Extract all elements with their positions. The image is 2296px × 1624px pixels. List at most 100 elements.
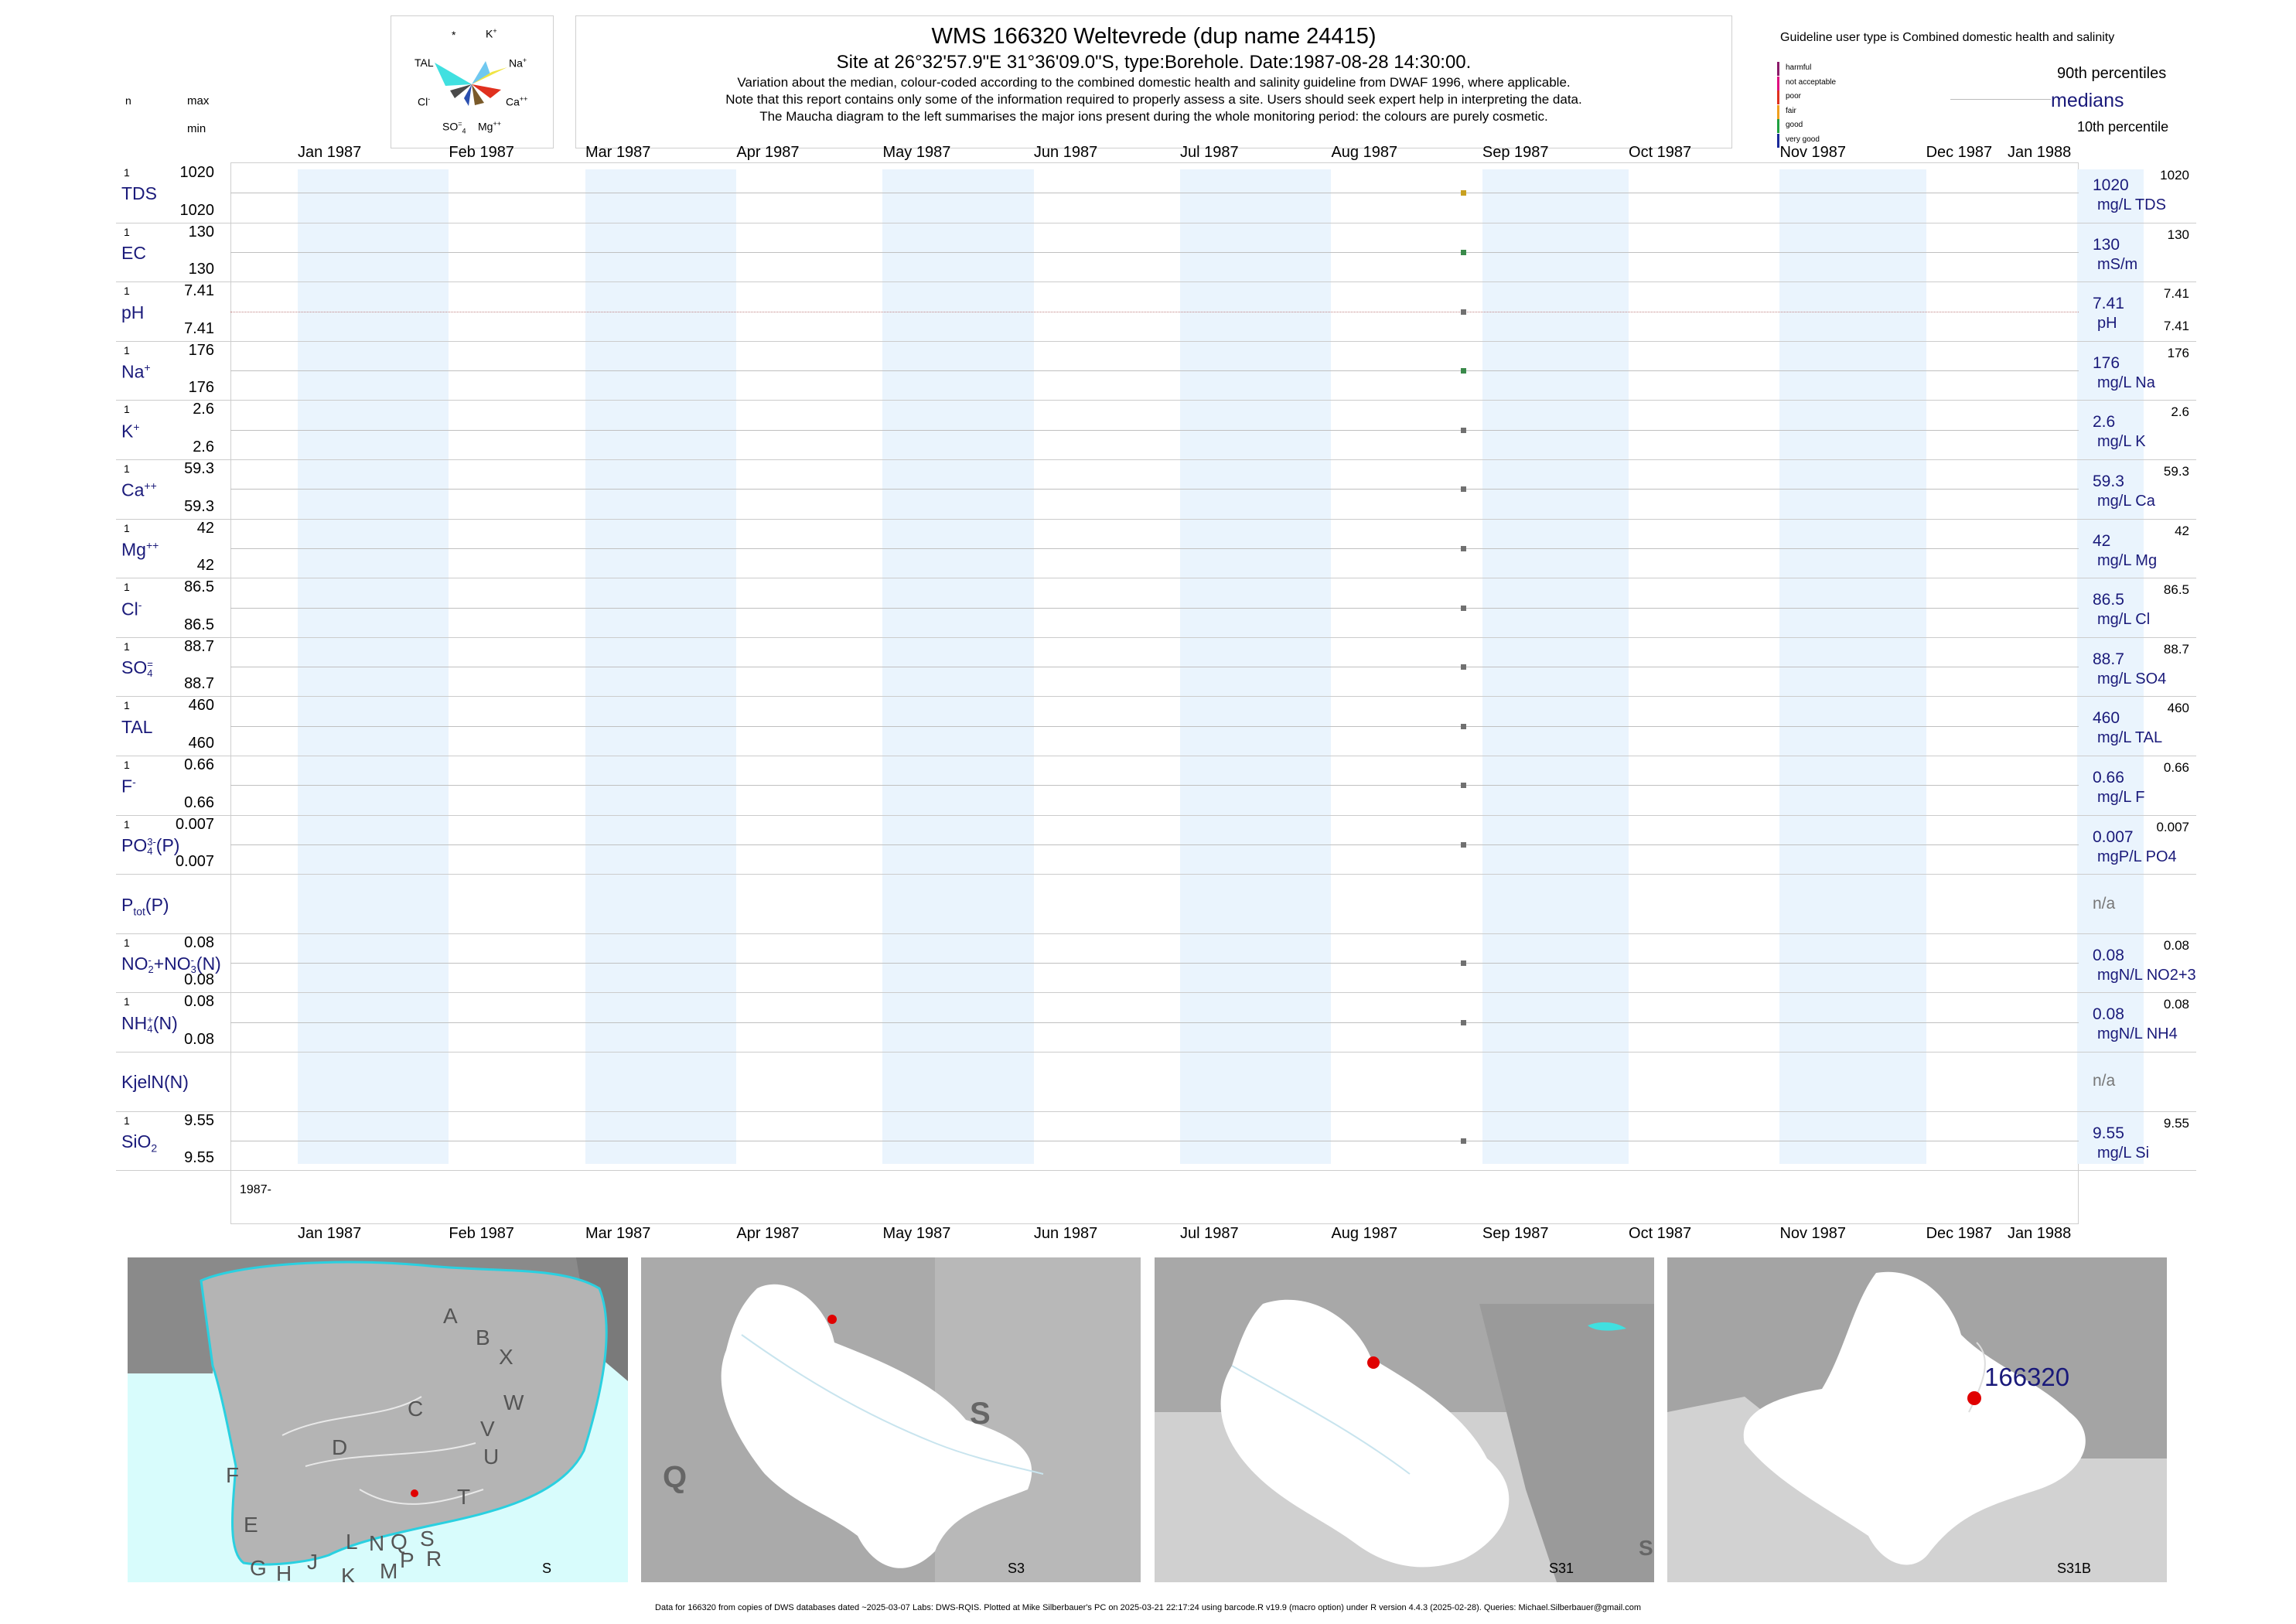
month-label-top: Aug 1987 — [1331, 144, 1398, 161]
right-value-k: 2.6 — [2093, 413, 2116, 432]
right-value-tds: 1020 — [2093, 176, 2129, 194]
right-value-kjeln-n-: n/a — [2093, 1072, 2116, 1090]
right-unit-mg: mg/L Mg — [2097, 551, 2158, 569]
row-n-ph: 1 — [124, 285, 130, 298]
row-max-f: 0.66 — [184, 756, 214, 773]
row-n-ec: 1 — [124, 225, 130, 238]
month-label-top: May 1987 — [882, 144, 951, 161]
sample-point-na — [1460, 368, 1466, 374]
month-label-bottom: Aug 1987 — [1331, 1225, 1398, 1242]
month-label-top: Jan 1987 — [298, 144, 362, 161]
row-separator — [116, 696, 2196, 698]
map-s3-label: S3 — [1008, 1561, 1025, 1576]
right-unit-no: mgN/L NO2+3 — [2097, 966, 2196, 984]
month-label-bottom: Jan 1988 — [2008, 1225, 2072, 1242]
sample-point-ca — [1460, 486, 1466, 493]
map-s-site-dot — [411, 1489, 418, 1497]
maucha-k-segment — [472, 61, 490, 84]
right-unit-f: mg/L F — [2097, 789, 2145, 806]
row-name-mg: Mg++ — [121, 538, 159, 560]
row-max-ca: 59.3 — [184, 460, 214, 477]
map-s31-site-dot — [1367, 1356, 1380, 1369]
legend-swatch — [1777, 104, 1779, 119]
legend-swatch — [1777, 133, 1779, 148]
map-s-region-m: M — [380, 1559, 398, 1582]
map-s-region-v: V — [480, 1417, 495, 1441]
right-value-tal: 460 — [2093, 709, 2120, 728]
row-max-tal: 460 — [188, 697, 214, 715]
row-min-tds: 1020 — [179, 201, 215, 219]
row-name-tds: TDS — [121, 183, 157, 204]
row-separator — [116, 281, 2196, 283]
row-min-k: 2.6 — [193, 438, 214, 455]
month-label-bottom: Feb 1987 — [449, 1225, 514, 1242]
row-n-tds: 1 — [124, 166, 130, 179]
footer: Data for 166320 from copies of DWS datab… — [655, 1603, 1641, 1612]
sample-point-sio — [1460, 1138, 1466, 1144]
row-separator — [116, 459, 2196, 460]
map-s-region-q: Q — [391, 1530, 408, 1554]
month-label-bottom: Mar 1987 — [585, 1225, 651, 1242]
row-min-po: 0.007 — [175, 853, 214, 871]
row-max-po: 0.007 — [175, 815, 214, 833]
row-n-no: 1 — [124, 936, 130, 949]
right-max-po: 0.007 — [2156, 819, 2189, 834]
row-name-p: Ptot(P) — [121, 894, 169, 918]
month-label-bottom: Sep 1987 — [1482, 1225, 1549, 1242]
legend-class-label: not acceptable — [1786, 77, 1837, 87]
right-unit-nh: mgN/L NH4 — [2097, 1025, 2178, 1043]
month-label-bottom: Nov 1987 — [1779, 1225, 1847, 1242]
row-min-so: 88.7 — [184, 675, 214, 693]
right-unit-po: mgP/L PO4 — [2097, 848, 2177, 865]
maucha-label-star: * — [452, 29, 456, 41]
row-name-sio: SiO2 — [121, 1131, 158, 1155]
maucha-label-na: Na+ — [509, 56, 527, 70]
row-name-ph: pH — [121, 302, 145, 322]
right-max-so: 88.7 — [2163, 641, 2189, 657]
site-description: Site at 26°32'57.9"E 31°36'09.0"S, type:… — [836, 52, 1472, 73]
map-s31-svg — [1155, 1257, 1654, 1582]
map-s31-region-s: S — [1639, 1536, 1653, 1560]
month-label-bottom: Jun 1987 — [1033, 1225, 1098, 1242]
row-max-mg: 42 — [196, 519, 214, 537]
map-s-region-r: R — [426, 1547, 442, 1571]
median-line-tal — [230, 725, 2079, 727]
median-line-no — [230, 963, 2079, 964]
row-n-tal: 1 — [124, 699, 130, 712]
map-s-region-w: W — [503, 1390, 524, 1414]
map-s-region-p: P — [400, 1548, 415, 1572]
map-s-region-j: J — [307, 1550, 318, 1574]
map-s-svg — [128, 1257, 628, 1566]
note-3: The Maucha diagram to the left summarise… — [759, 109, 1548, 124]
row-max-sio: 9.55 — [184, 1111, 214, 1129]
row-max-ec: 130 — [188, 223, 214, 241]
row-n-na: 1 — [124, 343, 130, 357]
month-label-bottom: Apr 1987 — [736, 1225, 800, 1242]
row-n-f: 1 — [124, 759, 130, 771]
right-value-sio: 9.55 — [2093, 1124, 2124, 1142]
maucha-mg-segment — [472, 84, 484, 105]
row-name-kjeln-n-: KjelN(N) — [121, 1072, 189, 1093]
row-name-no: NO -2 +NO -3 (N) — [121, 954, 221, 976]
row-max-ph: 7.41 — [184, 282, 214, 300]
right-value-nh: 0.08 — [2093, 1005, 2124, 1024]
title-box: WMS 166320 Weltevrede (dup name 24415) S… — [575, 15, 1732, 148]
page-title: WMS 166320 Weltevrede (dup name 24415) — [931, 24, 1377, 49]
sample-point-tds — [1460, 190, 1466, 196]
row-min-ph: 7.41 — [184, 319, 214, 337]
map-s-region-x: X — [499, 1345, 513, 1369]
month-label-top: Mar 1987 — [585, 144, 651, 161]
maucha-label-tal: TAL — [415, 56, 434, 69]
maucha-so4-segment — [464, 84, 472, 106]
right-max-k: 2.6 — [2171, 404, 2189, 420]
map-s3-site-dot — [827, 1315, 837, 1324]
right-unit-sio: mg/L Si — [2097, 1144, 2150, 1162]
right-max-nh: 0.08 — [2163, 997, 2189, 1012]
maucha-svg — [435, 61, 507, 106]
row-name-k: K+ — [121, 420, 140, 442]
right-unit-ph: pH — [2097, 315, 2117, 333]
row-min-nh: 0.08 — [184, 1031, 214, 1048]
maucha-label-ca: Ca++ — [506, 95, 528, 108]
row-separator — [116, 636, 2196, 638]
